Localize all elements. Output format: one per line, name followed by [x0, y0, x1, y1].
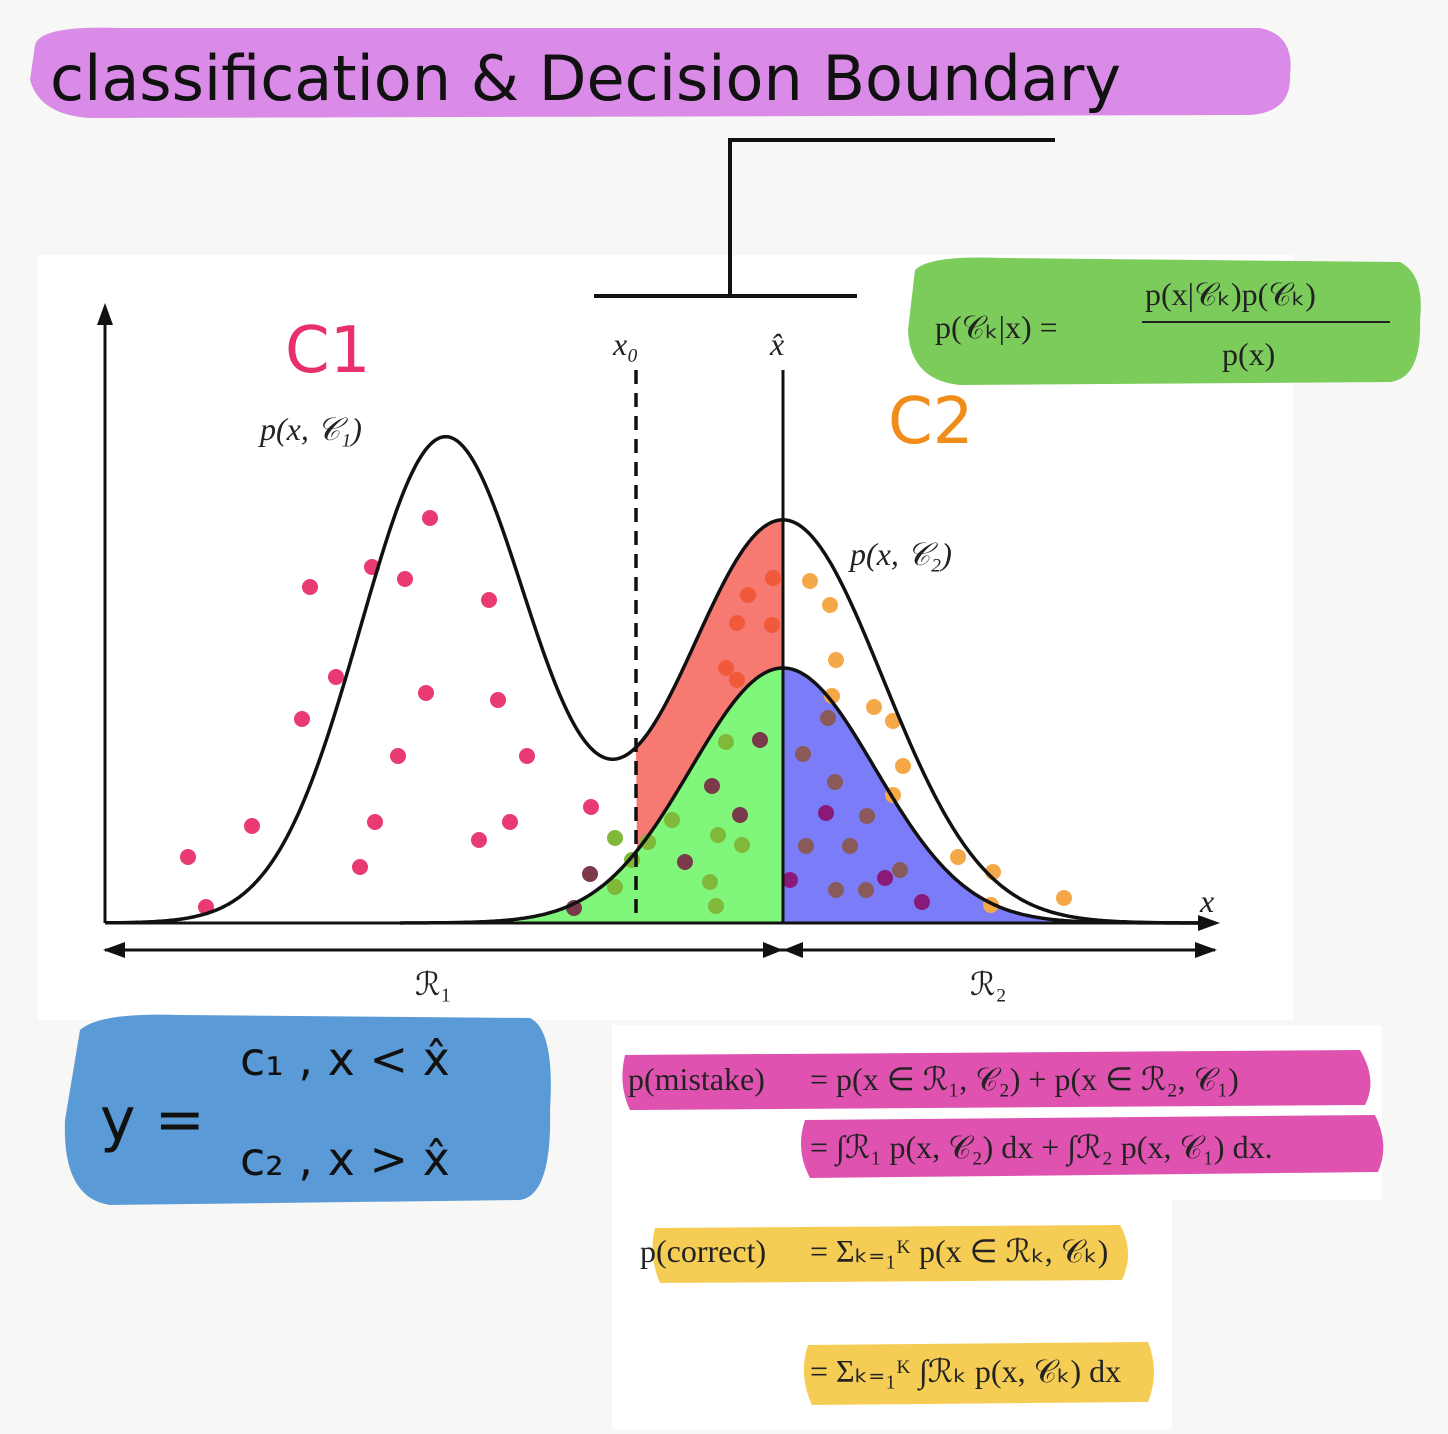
class1-point-green — [664, 812, 680, 828]
class1-point — [352, 859, 368, 875]
class2-point-green — [732, 807, 748, 823]
class1-point — [418, 685, 434, 701]
class1-point — [422, 510, 438, 526]
r2-left-arrow-icon — [783, 942, 803, 958]
class1-point-blue — [827, 774, 843, 790]
joint-curve-top — [105, 434, 1215, 925]
r2-right-arrow-icon — [1195, 942, 1217, 958]
class1-point-blue-dark — [782, 872, 798, 888]
class2-point-green — [704, 778, 720, 794]
class1-point-green — [702, 874, 718, 890]
joint2-label: p(x, 𝒞₂) — [848, 536, 952, 572]
correct-line2: = Σₖ₌₁ᴷ ∫ℛₖ p(x, 𝒞ₖ) dx — [810, 1353, 1121, 1391]
class1-point — [328, 669, 344, 685]
r1-right-arrow-icon — [763, 942, 783, 958]
mistake-band-2 — [801, 1115, 1384, 1178]
class2-point — [895, 758, 911, 774]
class1-point — [397, 571, 413, 587]
mistake-lhs: p(mistake) — [628, 1061, 765, 1097]
x0-label: x₀ — [612, 326, 638, 362]
class1-point-green — [718, 734, 734, 750]
class1-point-blue — [820, 710, 836, 726]
xhat-label: x̂ — [769, 326, 784, 362]
rule-case1: c₁ , x < x̂ — [240, 1032, 450, 1086]
class1-point-blue — [858, 882, 874, 898]
blue-region — [783, 668, 1215, 923]
class1-point — [471, 832, 487, 848]
class2-point — [828, 652, 844, 668]
class2-point-red — [729, 672, 745, 688]
class1-point-blue — [892, 862, 908, 878]
class1-point-blue — [795, 746, 811, 762]
class2-point — [802, 573, 818, 589]
class1-point-blue-dark — [914, 894, 930, 910]
class2-point — [1056, 890, 1072, 906]
connector-line — [728, 138, 1055, 298]
class1-point-blue — [828, 882, 844, 898]
class1-point-blue — [859, 808, 875, 824]
class1-point — [502, 814, 518, 830]
class1-point — [583, 799, 599, 815]
title-band — [30, 27, 1291, 118]
class1-label: C1 — [285, 314, 370, 388]
x-axis-arrow-icon — [1198, 915, 1220, 931]
data-points — [180, 510, 1072, 916]
bayes-numerator: p(x|𝒞ₖ)p(𝒞ₖ) — [1145, 276, 1316, 312]
class2-point — [822, 597, 838, 613]
joint1-label: p(x, 𝒞₁) — [258, 411, 362, 447]
correct-band-2 — [803, 1342, 1154, 1405]
correct-lhs: p(correct) — [640, 1233, 766, 1269]
mistake-band-1 — [622, 1050, 1371, 1110]
x-axis-label: x — [1199, 883, 1214, 919]
bayes-denominator: p(x) — [1222, 336, 1275, 372]
correct-line1: = Σₖ₌₁ᴷ p(x ∈ ℛₖ, 𝒞ₖ) — [810, 1233, 1108, 1269]
class1-point — [180, 849, 196, 865]
class1-point — [244, 818, 260, 834]
class1-point — [390, 748, 406, 764]
class1-point-blue-dark — [818, 805, 834, 821]
r1-left-arrow-icon — [103, 942, 125, 958]
class2-point-green — [582, 866, 598, 882]
decision-rule-band — [64, 1014, 551, 1205]
class1-point-green — [640, 834, 656, 850]
title: classification & Decision Boundary — [50, 42, 1121, 115]
class2-point-red — [729, 615, 745, 631]
class1-point-green — [710, 827, 726, 843]
region2-label: ℛ₂ — [970, 966, 1007, 1002]
class1-point-blue — [842, 838, 858, 854]
class1-point-green — [708, 898, 724, 914]
class1-point-blue-dark — [877, 870, 893, 886]
class2-label: C2 — [888, 385, 973, 459]
class2-point — [866, 699, 882, 715]
class2-point-red — [740, 587, 756, 603]
rule-case2: c₂ , x > x̂ — [240, 1132, 450, 1186]
bayes-lhs: p(𝒞ₖ|x) = — [935, 309, 1058, 345]
class2-point-green — [677, 854, 693, 870]
plot — [97, 303, 1220, 958]
class2-point-red — [765, 570, 781, 586]
class2-point-green — [752, 732, 768, 748]
mistake-line1: = p(x ∈ ℛ₁, 𝒞₂) + p(x ∈ ℛ₂, 𝒞₁) — [810, 1061, 1239, 1097]
class1-point — [519, 748, 535, 764]
class1-point-blue — [798, 838, 814, 854]
class1-point-green — [607, 830, 623, 846]
class1-point — [481, 592, 497, 608]
y-axis-arrow-icon — [97, 303, 113, 325]
region1-label: ℛ₁ — [415, 966, 452, 1002]
class2-point-red — [764, 617, 780, 633]
class1-point — [302, 579, 318, 595]
class2-point — [824, 688, 840, 704]
mistake-line2: = ∫ℛ₁ p(x, 𝒞₂) dx + ∫ℛ₂ p(x, 𝒞₁) dx. — [810, 1129, 1273, 1167]
correct-band-1 — [652, 1225, 1129, 1283]
class1-point-green — [607, 879, 623, 895]
class1-point — [367, 814, 383, 830]
class1-point — [490, 692, 506, 708]
class1-point — [294, 711, 310, 727]
class2-point-red — [718, 660, 734, 676]
rule-y: y = — [100, 1085, 205, 1155]
class2-point — [950, 849, 966, 865]
class1-point-green — [734, 837, 750, 853]
